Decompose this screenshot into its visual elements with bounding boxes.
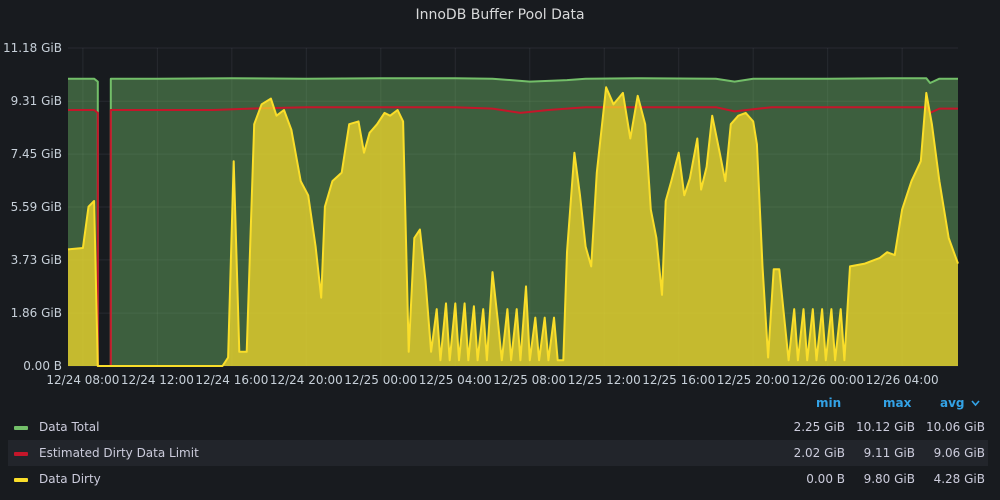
y-tick-label: 0.00 B [23,359,62,373]
x-tick-label: 12/26 00:00 [791,373,864,387]
chart-title: InnoDB Buffer Pool Data [415,7,585,23]
legend-min-value: 0.00 B [806,472,845,486]
y-tick-label: 1.86 GiB [11,306,62,320]
legend-series-name: Data Dirty [39,472,101,486]
x-tick-label: 12/24 12:00 [121,373,194,387]
legend-min-value: 2.02 GiB [793,446,845,460]
legend-max-value: 10.12 GiB [855,420,915,434]
legend-swatch [14,452,28,456]
y-tick-label: 7.45 GiB [11,147,62,161]
legend-row-data-dirty[interactable]: Data Dirty 0.00 B 9.80 GiB 4.28 GiB [8,466,988,492]
legend-avg-value: 10.06 GiB [925,420,985,434]
series-area-data-dirty [68,87,958,367]
legend-series-name: Data Total [39,420,100,434]
legend-header-avg-label: avg [940,396,965,410]
series-area-data-total [68,78,958,366]
legend-series-name: Estimated Dirty Data Limit [39,446,199,460]
x-tick-label: 12/25 12:00 [568,373,641,387]
legend-min-value: 2.25 GiB [793,420,845,434]
legend-max-value: 9.11 GiB [863,446,915,460]
x-tick-label: 12/24 16:00 [195,373,268,387]
legend-avg-value: 4.28 GiB [933,472,985,486]
x-tick-label: 12/25 00:00 [344,373,417,387]
y-tick-label: 5.59 GiB [11,200,62,214]
legend-swatch [14,478,28,482]
y-tick-label: 9.31 GiB [11,94,62,108]
y-axis: 0.00 B 1.86 GiB 3.73 GiB 5.59 GiB 7.45 GiB 9.… [3,41,62,373]
y-tick-label: 11.18 GiB [3,41,62,55]
legend-header-avg[interactable]: avg [940,396,980,412]
legend-header-min[interactable]: min [816,396,842,410]
x-tick-label: 12/25 16:00 [642,373,715,387]
chevron-down-icon [971,400,980,407]
x-tick-label: 12/25 20:00 [717,373,790,387]
x-tick-label: 12/24 20:00 [270,373,343,387]
chart-area[interactable]: 0.00 B 1.86 GiB 3.73 GiB 5.59 GiB 7.45 GiB 9.… [0,0,1000,392]
x-axis: 12/24 08:00 12/24 12:00 12/24 16:00 12/24 2… [46,373,938,387]
legend-max-value: 9.80 GiB [863,472,915,486]
legend-row-estimated-dirty-data-limit[interactable]: Estimated Dirty Data Limit 2.02 GiB 9.11… [8,440,988,466]
legend-header-max[interactable]: max [883,396,912,410]
legend-avg-value: 9.06 GiB [933,446,985,460]
x-tick-label: 12/26 04:00 [866,373,939,387]
series-layer [67,77,959,367]
y-tick-label: 3.73 GiB [11,253,62,267]
legend-swatch [14,426,28,430]
x-tick-label: 12/25 04:00 [419,373,492,387]
series-line-data-dirty [67,86,959,367]
legend-row-data-total[interactable]: Data Total 2.25 GiB 10.12 GiB 10.06 GiB [8,414,988,440]
x-tick-label: 12/25 08:00 [493,373,566,387]
x-tick-label: 12/24 08:00 [46,373,119,387]
legend-table: min max avg Data Total 2.25 GiB 10.12 Gi… [0,392,1000,500]
